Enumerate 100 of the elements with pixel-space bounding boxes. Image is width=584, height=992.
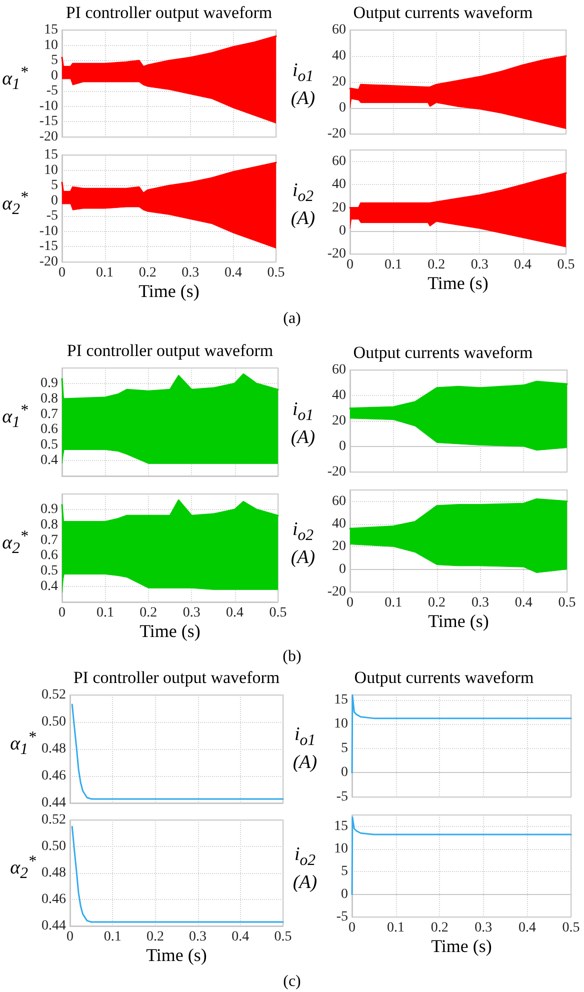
y-tick-label: -20 — [327, 246, 346, 262]
chart-title: PI controller output waveform — [64, 3, 274, 23]
x-tick-label: 0.2 — [146, 930, 164, 944]
y-tick-label: 5 — [51, 178, 58, 194]
y-tick-label: 0.9 — [40, 502, 58, 517]
y-tick-label: 0.52 — [42, 688, 66, 702]
y-tick-label: 20 — [332, 414, 346, 428]
x-tick-label: 0.5 — [274, 930, 292, 944]
line-series — [351, 694, 572, 774]
x-axis-title: Time (s) — [145, 945, 208, 966]
y-tick-label: 5 — [341, 864, 348, 880]
x-tick-label: 0.3 — [182, 266, 200, 280]
text: (c) — [282, 973, 302, 991]
chart-title: Output currents waveform — [352, 343, 534, 363]
y-tick-label: 0.46 — [42, 892, 66, 907]
x-tick-label: 0.3 — [471, 596, 489, 610]
x-axis-title: Time (s) — [138, 621, 202, 642]
y-tick-label: 15 — [44, 22, 58, 38]
x-tick-label: 0.5 — [269, 606, 287, 620]
x-tick-label: 0.5 — [558, 596, 576, 610]
y-tick-label: -10 — [39, 98, 58, 114]
x-tick-label: 0.4 — [518, 920, 536, 936]
x-axis-title: Time (s) — [138, 281, 200, 302]
y-tick-label: 10 — [44, 38, 58, 53]
y-tick-label: 0.6 — [40, 422, 58, 438]
x-tick-label: 0.1 — [387, 920, 405, 936]
y-tick-label: 0.5 — [40, 438, 58, 453]
x-tick-label: 0.4 — [226, 606, 244, 620]
y-tick-label: 0.52 — [42, 812, 66, 828]
y-tick-label: -5 — [46, 84, 58, 99]
x-tick-label: 0.1 — [384, 596, 402, 610]
x-tick-label: 0.1 — [96, 266, 114, 280]
chart-title: Output currents waveform — [353, 668, 535, 688]
y-tick-label: -20 — [39, 130, 58, 144]
y-tick-label: 0 — [341, 886, 348, 902]
y-tick-label: 0.44 — [42, 918, 66, 934]
y-tick-label: 0.50 — [42, 839, 66, 854]
x-tick-label: 0.4 — [514, 596, 532, 610]
y-tick-label: 20 — [332, 539, 346, 554]
y-tick-label: 0.4 — [40, 579, 58, 594]
y-tick-label: 20 — [332, 74, 346, 90]
x-tick-label: 0.4 — [514, 258, 532, 272]
y-tick-label: 0 — [341, 765, 348, 780]
y-tick-label: 40 — [332, 177, 346, 192]
y-tick-label: 15 — [334, 692, 348, 708]
y-tick-label: 10 — [334, 842, 348, 856]
y-tick-label: 60 — [332, 362, 346, 378]
y-tick-label: 10 — [334, 716, 348, 732]
y-tick-label: 0 — [339, 562, 346, 577]
y-tick-label: 40 — [332, 516, 346, 532]
x-tick-label: 0.3 — [189, 930, 207, 944]
x-tick-label: 0.3 — [474, 920, 492, 936]
y-tick-label: 60 — [332, 494, 346, 509]
y-tick-label: -20 — [327, 584, 346, 600]
y-tick-label: 0.8 — [40, 517, 58, 532]
y-tick-label: -15 — [39, 114, 58, 130]
y-tick-label: 0.6 — [40, 548, 58, 564]
x-tick-label: 0.2 — [138, 266, 156, 280]
line-series — [71, 704, 284, 800]
y-tick-label: -5 — [336, 790, 348, 804]
x-tick-label: 0.1 — [384, 258, 402, 272]
text: (a) — [282, 310, 302, 328]
line-series — [351, 816, 572, 896]
chart-title: PI controller output waveform — [66, 341, 274, 361]
y-axis-title: i$_{o2}$ (A) — [290, 180, 316, 230]
y-tick-label: 40 — [332, 48, 346, 64]
y-tick-label: 0.7 — [40, 406, 58, 422]
x-tick-label: 0.4 — [232, 930, 250, 944]
y-tick-label: -5 — [46, 208, 58, 224]
text: (b) — [282, 648, 302, 666]
line-series — [71, 826, 284, 923]
x-tick-label: 0.2 — [428, 596, 446, 610]
y-tick-label: -20 — [327, 464, 346, 480]
y-tick-label: -10 — [39, 224, 58, 239]
y-tick-label: -15 — [39, 239, 58, 254]
y-axis-title: i$_{o1}$ (A) — [290, 60, 316, 110]
y-tick-label: 0.7 — [40, 532, 58, 548]
y-tick-label: 15 — [44, 148, 58, 162]
x-tick-label: 0.3 — [182, 606, 200, 620]
x-axis-title: Time (s) — [427, 611, 490, 632]
y-tick-label: 0 — [339, 439, 346, 454]
y-tick-label: 5 — [341, 740, 348, 756]
y-tick-label: 20 — [332, 200, 346, 216]
x-tick-label: 0.2 — [140, 606, 158, 620]
y-tick-label: 60 — [332, 22, 346, 38]
y-tick-label: -5 — [336, 910, 348, 924]
y-tick-label: 10 — [44, 162, 58, 178]
y-tick-label: 0.48 — [42, 742, 66, 756]
y-tick-label: 0 — [339, 100, 346, 116]
y-tick-label: -20 — [327, 126, 346, 142]
x-tick-label: 0.1 — [104, 930, 122, 944]
x-tick-label: 0.5 — [267, 266, 285, 280]
y-axis-title: i$_{o1}$ (A) — [292, 724, 318, 774]
x-tick-label: 0.5 — [562, 920, 580, 936]
y-tick-label: 60 — [332, 154, 346, 170]
y-tick-label: 15 — [334, 818, 348, 834]
y-tick-label: 0.9 — [40, 376, 58, 391]
x-tick-label: 0.1 — [96, 606, 114, 620]
y-tick-label: 0 — [51, 68, 58, 84]
x-axis-title: Time (s) — [430, 936, 493, 957]
